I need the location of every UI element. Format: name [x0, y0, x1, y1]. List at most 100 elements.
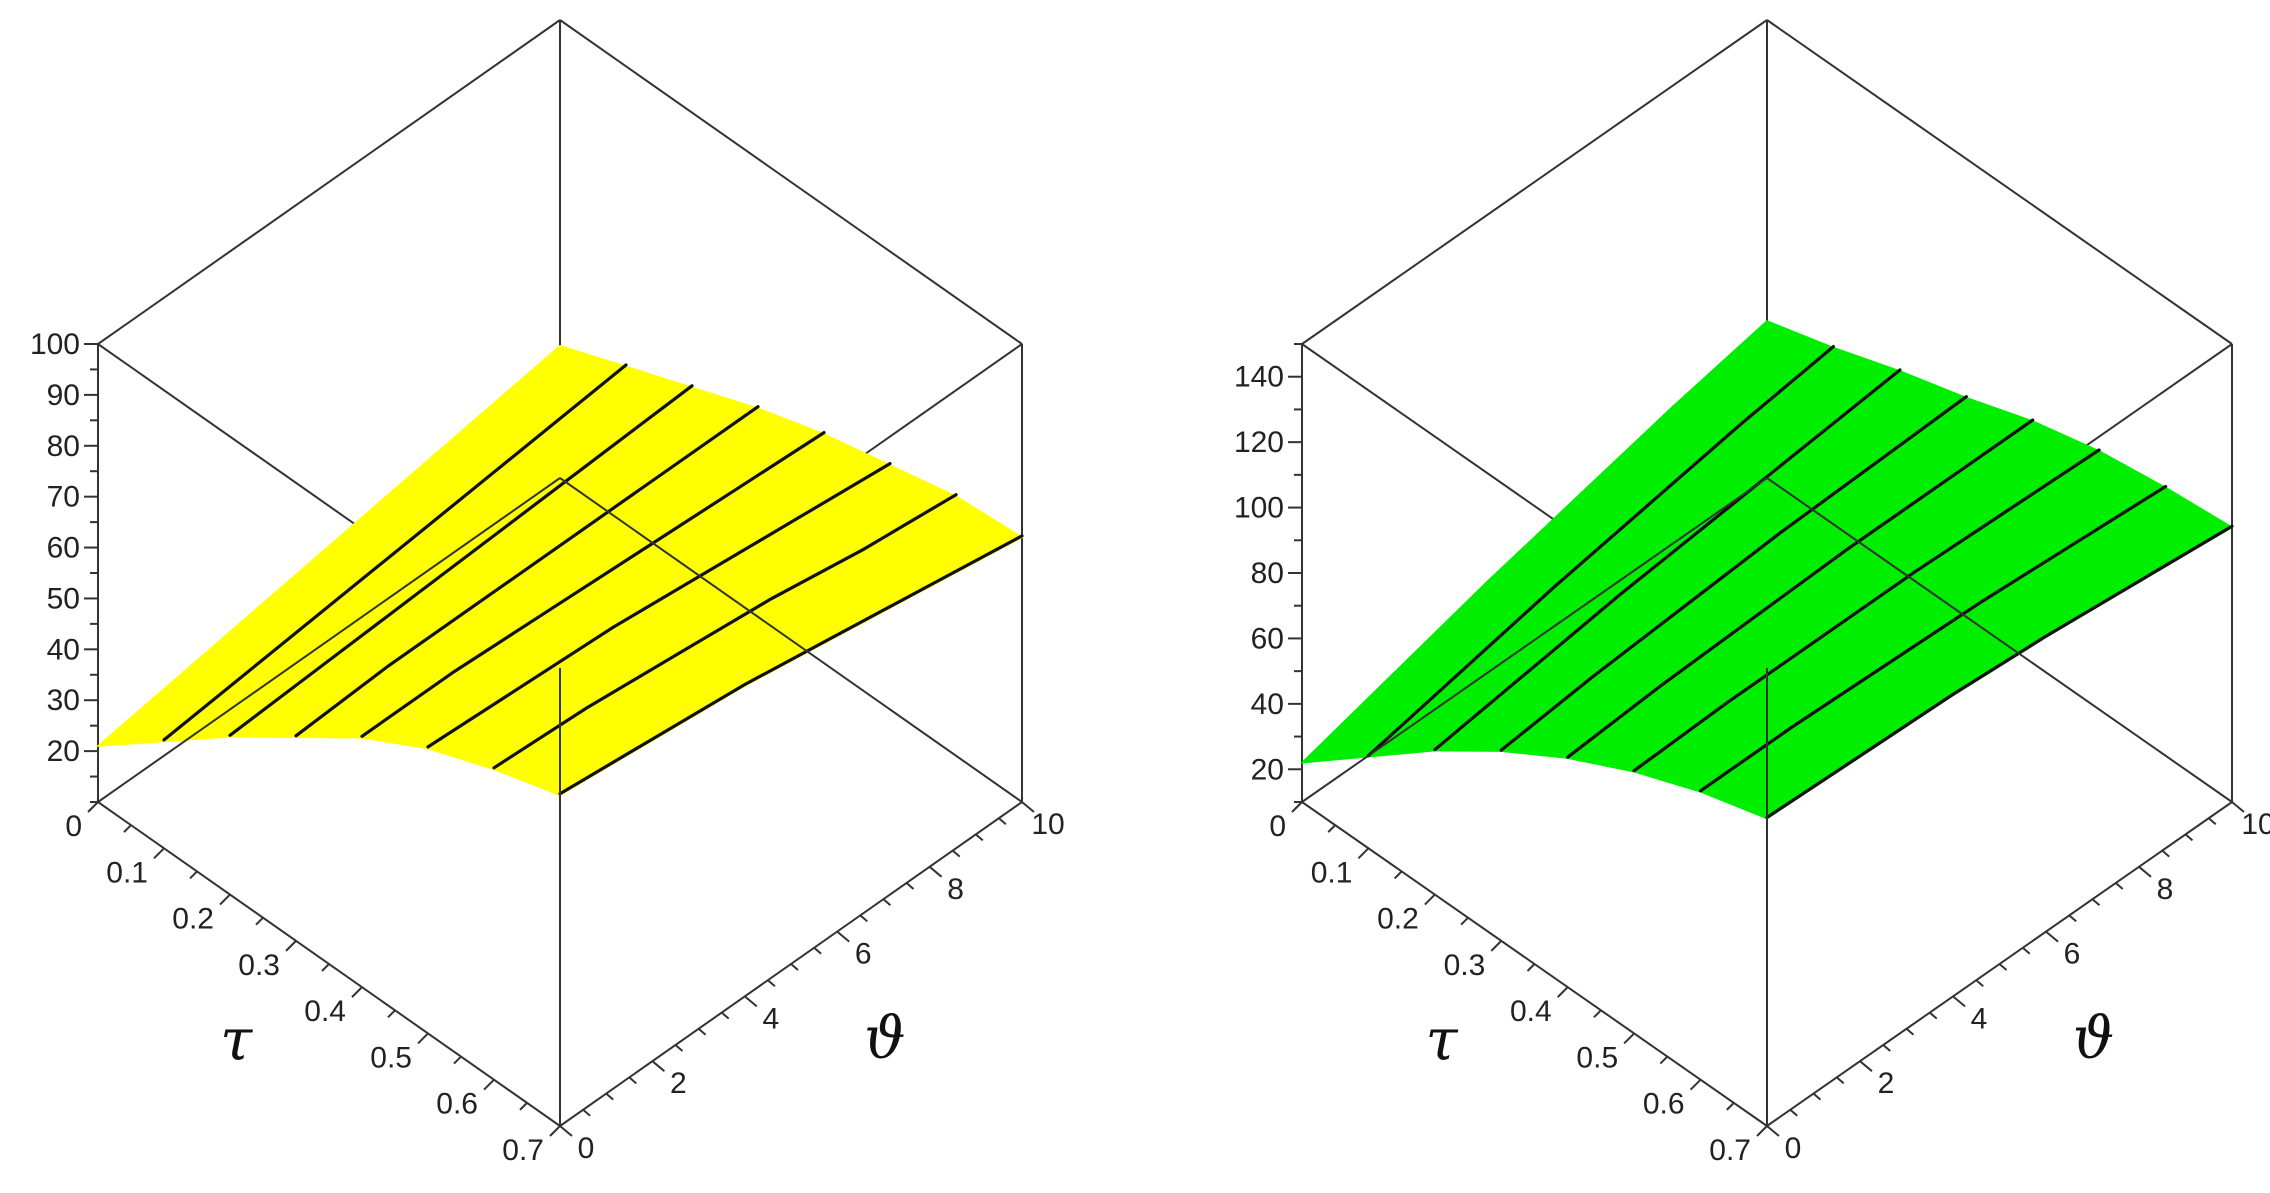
surface-line: [1566, 418, 2035, 759]
tau-tick-label: 0: [65, 810, 82, 843]
theta-tick: [744, 995, 758, 1008]
theta-tick-label: 10: [1031, 808, 1064, 841]
tau-tick-label: 0.3: [238, 949, 280, 982]
tau-tick: [1756, 1125, 1768, 1137]
z-tick-label: 50: [47, 582, 80, 615]
surface-line: [1765, 524, 2234, 820]
theta-minor-tick: [905, 882, 915, 890]
tau-tick: [417, 1032, 429, 1045]
surface-line: [1366, 345, 1836, 758]
z-tick-label: 60: [1251, 622, 1284, 655]
tau-tick: [549, 1125, 561, 1137]
z-tick-label: 20: [1251, 753, 1284, 786]
theta-minor-tick: [952, 849, 961, 858]
theta-tick: [1859, 1060, 1873, 1072]
tau-minor-tick: [453, 1055, 462, 1065]
tau-minor-tick: [123, 824, 132, 833]
surface-line: [492, 493, 958, 770]
theta-minor-tick: [674, 1044, 684, 1052]
tau-tick: [483, 1079, 495, 1091]
tau-minor-tick: [1526, 963, 1536, 972]
tau-tick-label: 0.6: [436, 1088, 478, 1121]
tau-minor-tick: [1460, 917, 1469, 926]
theta-minor-tick: [2022, 947, 2031, 955]
theta-axis-label: ϑ: [2073, 1004, 2114, 1072]
tau-minor-tick: [321, 963, 330, 972]
theta-tick: [1952, 995, 1966, 1008]
tau-tick: [1357, 847, 1370, 859]
theta-minor-tick: [1975, 979, 1984, 987]
theta-minor-tick: [813, 947, 822, 955]
theta-minor-tick: [882, 898, 892, 906]
tau-minor-tick: [1659, 1055, 1669, 1065]
tau-tick: [351, 986, 363, 998]
theta-tick-label: 2: [670, 1067, 687, 1100]
tau-tick-label: 0.3: [1444, 949, 1486, 982]
theta-tick-label: 8: [947, 873, 964, 906]
tau-tick: [1557, 986, 1569, 998]
z-tick-label: 100: [30, 328, 80, 361]
theta-minor-tick: [1789, 1109, 1798, 1117]
tau-tick: [1623, 1032, 1635, 1045]
z-tick-label: 40: [47, 633, 80, 666]
theta-tick-label: 8: [2157, 873, 2174, 906]
tau-tick-label: 0: [1269, 810, 1286, 843]
surface-lines: [1366, 345, 2234, 820]
surface-line: [1698, 484, 2168, 793]
box-edge: [1301, 477, 1768, 803]
theta-minor-tick: [1812, 1092, 1822, 1101]
theta-minor-tick: [2184, 833, 2194, 842]
tau-tick: [1490, 940, 1502, 952]
z-tick-label: 90: [47, 379, 80, 412]
z-tick-label: 140: [1234, 361, 1284, 394]
z-tick-label: 80: [1251, 557, 1284, 590]
surface-line: [426, 462, 892, 749]
theta-tick-label: 6: [855, 938, 872, 971]
theta-minor-tick: [582, 1109, 591, 1117]
tau-axis-label: τ: [220, 1005, 253, 1073]
surface-lines: [162, 363, 1024, 796]
tau-tick-label: 0.7: [1709, 1134, 1751, 1167]
tau-tick: [1291, 801, 1303, 813]
tau-minor-tick: [519, 1102, 528, 1111]
surface-line: [558, 534, 1024, 796]
theta-minor-tick: [790, 963, 799, 971]
theta-tick-label: 10: [2241, 808, 2270, 841]
z-tick-label: 20: [47, 735, 80, 768]
tau-tick: [153, 847, 165, 859]
tau-minor-tick: [1726, 1102, 1735, 1111]
surface-line: [1433, 368, 1902, 752]
tau-tick-label: 0.6: [1643, 1088, 1685, 1121]
z-tick-label: 60: [47, 532, 80, 565]
theta-minor-tick: [2208, 817, 2217, 825]
theta-minor-tick: [767, 979, 776, 987]
chart-panel-2: 20 40 60 80 100 120 140 0 0.1 0.2 0.3 0.4 0.5 0.6 0.7 0…: [1234, 19, 2270, 1167]
theta-tick: [651, 1060, 666, 1072]
theta-tick: [2231, 801, 2245, 813]
tau-tick-label: 0.5: [1576, 1041, 1618, 1074]
surface-line: [1499, 395, 1968, 752]
theta-minor-tick: [628, 1076, 637, 1085]
tau-tick-label: 0.5: [370, 1041, 412, 1074]
theta-tick-label: 0: [578, 1132, 595, 1165]
tau-tick-label: 0.1: [1311, 856, 1353, 889]
box-edge: [1766, 477, 2233, 803]
tau-minor-tick: [255, 917, 264, 926]
theta-minor-tick: [1998, 963, 2008, 971]
theta-tick-label: 6: [2064, 938, 2081, 971]
z-tick-label: 100: [1234, 492, 1284, 525]
tau-minor-tick: [1593, 1009, 1602, 1018]
tau-minor-tick: [1327, 824, 1336, 833]
tau-tick-label: 0.1: [106, 856, 148, 889]
theta-tick-label: 0: [1785, 1132, 1802, 1165]
z-tick-label: 30: [47, 684, 80, 717]
surface-line: [228, 384, 694, 737]
theta-tick: [928, 866, 943, 878]
box-edge: [559, 19, 1023, 345]
tau-minor-tick: [387, 1009, 396, 1018]
theta-tick-label: 4: [762, 1002, 779, 1035]
theta-minor-tick: [1882, 1044, 1891, 1052]
tau-tick-label: 0.7: [502, 1134, 544, 1167]
theta-tick-label: 4: [1971, 1002, 1988, 1035]
